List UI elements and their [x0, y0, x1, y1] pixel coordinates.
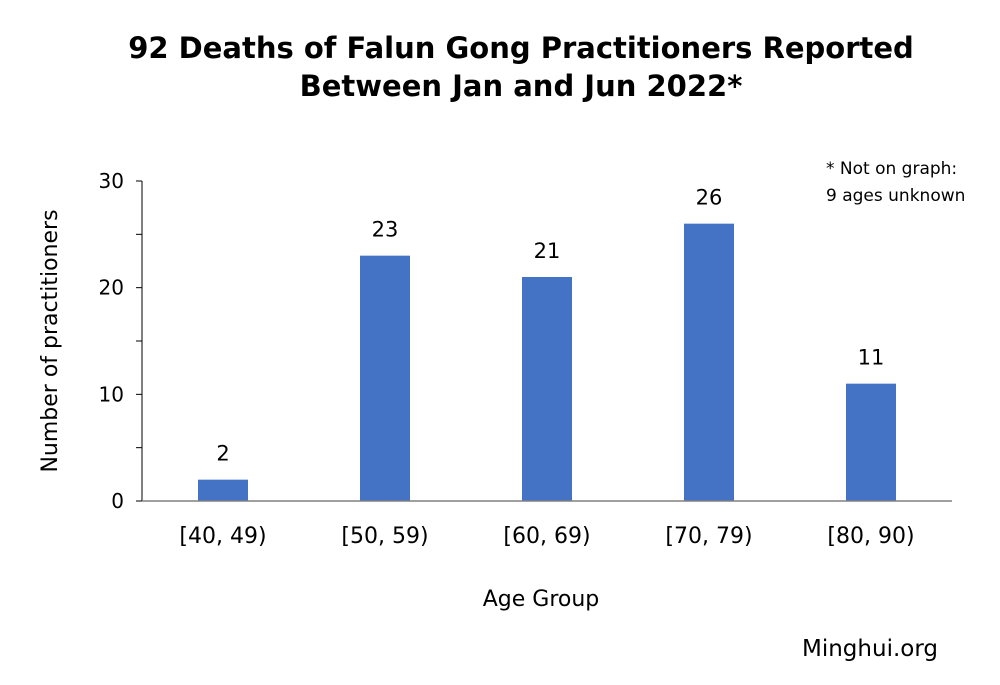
- x-axis-title: Age Group: [483, 587, 600, 612]
- bar: [684, 223, 734, 501]
- y-tick-label: 10: [99, 382, 124, 406]
- data-label: 26: [696, 186, 723, 210]
- source-credit: Minghui.org: [802, 636, 938, 662]
- y-axis-title: Number of practitioners: [38, 209, 63, 472]
- x-tick-label: [80, 90): [827, 524, 914, 549]
- x-tick-label: [50, 59): [341, 524, 428, 549]
- data-label: 2: [216, 442, 229, 466]
- chart-title-line-2: Between Jan and Jun 2022*: [300, 69, 743, 103]
- data-label: 23: [372, 218, 399, 242]
- chart-note-line-1: * Not on graph:: [826, 159, 957, 179]
- bar: [360, 255, 410, 501]
- y-tick-label: 30: [99, 169, 124, 193]
- y-tick-label: 0: [111, 489, 124, 513]
- plot-area: 0 10 20 30 2 [40, 49) 23 [50, 59) 21 [60, 69) 26 [7…: [99, 169, 952, 549]
- chart-note-line-2: 9 ages unknown: [826, 186, 965, 206]
- chart-title-line-1: 92 Deaths of Falun Gong Practitioners Re…: [128, 31, 914, 65]
- data-label: 11: [858, 346, 885, 370]
- data-label: 21: [534, 239, 561, 263]
- x-tick-label: [40, 49): [179, 524, 266, 549]
- y-tick-label: 20: [99, 276, 124, 300]
- x-tick-label: [60, 69): [503, 524, 590, 549]
- bar: [522, 277, 572, 501]
- x-tick-label: [70, 79): [665, 524, 752, 549]
- bar: [846, 383, 896, 501]
- bar: [198, 479, 248, 501]
